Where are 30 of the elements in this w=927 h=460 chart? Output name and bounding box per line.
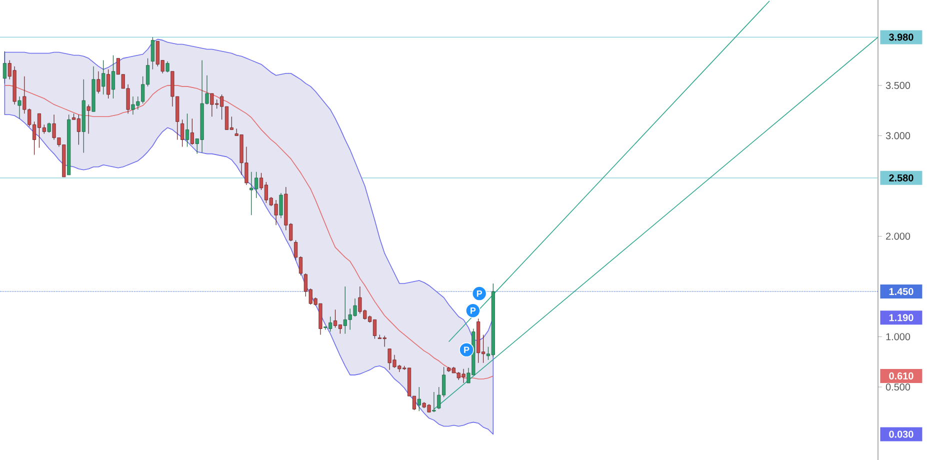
y-tick-label: 3.000 [886, 132, 910, 140]
candlestick [86, 104, 90, 134]
text: 0.610 [889, 372, 914, 380]
candlestick [18, 96, 22, 119]
y-tick-label: 0.500 [886, 383, 910, 391]
candlestick [180, 119, 184, 148]
y-tick-label: 2.000 [886, 232, 910, 240]
candlestick [106, 69, 110, 99]
annotation: P [464, 346, 470, 353]
ref-line-label: 1.450 [889, 288, 914, 296]
candlestick [96, 71, 100, 94]
candlestick [166, 61, 170, 73]
candlestick [111, 54, 116, 99]
candlestick [2, 50, 6, 84]
y-tick-label: 1.000 [886, 333, 910, 340]
candlestick [432, 392, 436, 412]
candlestick [150, 36, 154, 70]
annotation: P [476, 290, 482, 297]
ref-line-label: 3.980 [888, 34, 914, 41]
y-tick-label: 3.500 [886, 82, 910, 89]
candlestick [190, 118, 194, 146]
candlestick [279, 192, 283, 218]
text: 1.190 [889, 314, 914, 322]
text: 0.030 [889, 430, 914, 438]
candlestick [417, 386, 421, 412]
annotation: P [470, 308, 476, 314]
candlestick [102, 60, 106, 95]
ref-line-label: 2.580 [889, 174, 914, 182]
candlestick [47, 122, 51, 133]
candlestick [185, 113, 190, 148]
